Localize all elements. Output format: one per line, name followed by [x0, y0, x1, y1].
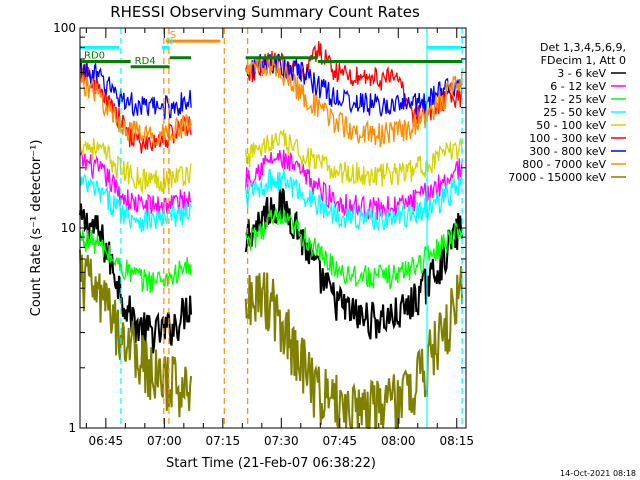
y-axis: 1 10 100: [53, 21, 466, 435]
legend-label: 100 - 300 keV: [529, 132, 606, 145]
legend: Det 1,3,4,5,6,9,FDecim 1, Att 03 - 6 keV…: [508, 41, 626, 184]
state-bar-label-5: S: [170, 30, 176, 41]
state-bar-label-0: RD0: [84, 50, 105, 61]
legend-label: 3 - 6 keV: [557, 67, 606, 80]
chart-title: RHESSI Observing Summary Count Rates: [110, 3, 420, 21]
state-bar-label-1: RD4: [135, 56, 156, 67]
series-line-6-to-12keV-seg-1: [245, 149, 463, 221]
timestamp: 14-Oct-2021 08:18: [560, 469, 636, 478]
legend-label: 25 - 50 keV: [543, 106, 606, 119]
y-tick-label: 100: [53, 21, 76, 35]
legend-label: 50 - 100 keV: [536, 119, 606, 132]
x-tick-label: 07:15: [206, 434, 241, 448]
legend-label: 6 - 12 keV: [550, 80, 606, 93]
series-line-50-to-100keV-seg-0: [79, 135, 192, 195]
series-line-3-to-6keV-seg-0: [79, 203, 193, 354]
x-axis-label: Start Time (21-Feb-07 06:38:22): [166, 456, 376, 471]
y-axis-label: Count Rate (s⁻¹ detector⁻¹): [29, 140, 44, 317]
x-tick-label: 07:30: [264, 434, 299, 448]
plot-area: [79, 41, 464, 429]
series-line-25-to-50keV-seg-0: [79, 172, 192, 233]
x-tick-label: 06:45: [89, 434, 124, 448]
state-bar-label-6: N: [166, 36, 173, 47]
x-tick-label: 07:00: [147, 434, 182, 448]
series-line-300-to-800keV-seg-1: [245, 53, 463, 117]
series-line-12-to-25keV-seg-1: [245, 206, 463, 290]
series-line-12-to-25keV-seg-0: [79, 229, 192, 293]
series-line-25-to-50keV-seg-1: [245, 168, 463, 232]
y-tick-label: 10: [61, 221, 76, 235]
series-line-300-to-800keV-seg-0: [79, 59, 192, 120]
series-line-100-to-300keV-seg-1: [245, 41, 463, 127]
legend-label: 7000 - 15000 keV: [508, 171, 606, 184]
legend-label: 300 - 800 keV: [529, 145, 606, 158]
series-line-7000-to-15000keV-seg-0: [79, 249, 193, 418]
legend-header: Det 1,3,4,5,6,9,: [540, 41, 626, 54]
series-line-7000-to-15000keV-seg-1: [244, 266, 464, 429]
x-tick-label: 07:45: [322, 434, 357, 448]
series-line-800-to-7000keV-seg-1: [245, 55, 463, 148]
legend-header: FDecim 1, Att 0: [541, 54, 626, 67]
series-line-50-to-100keV-seg-1: [245, 129, 463, 187]
series-line-800-to-7000keV-seg-0: [79, 70, 192, 147]
legend-label: 12 - 25 keV: [543, 93, 606, 106]
y-tick-label: 1: [68, 421, 76, 435]
x-tick-label: 08:15: [439, 434, 474, 448]
x-axis: 06:45 07:00 07:15 07:30 07:45 08:00 08:15: [85, 28, 474, 448]
legend-label: 800 - 7000 keV: [522, 158, 606, 171]
x-tick-label: 08:00: [381, 434, 416, 448]
